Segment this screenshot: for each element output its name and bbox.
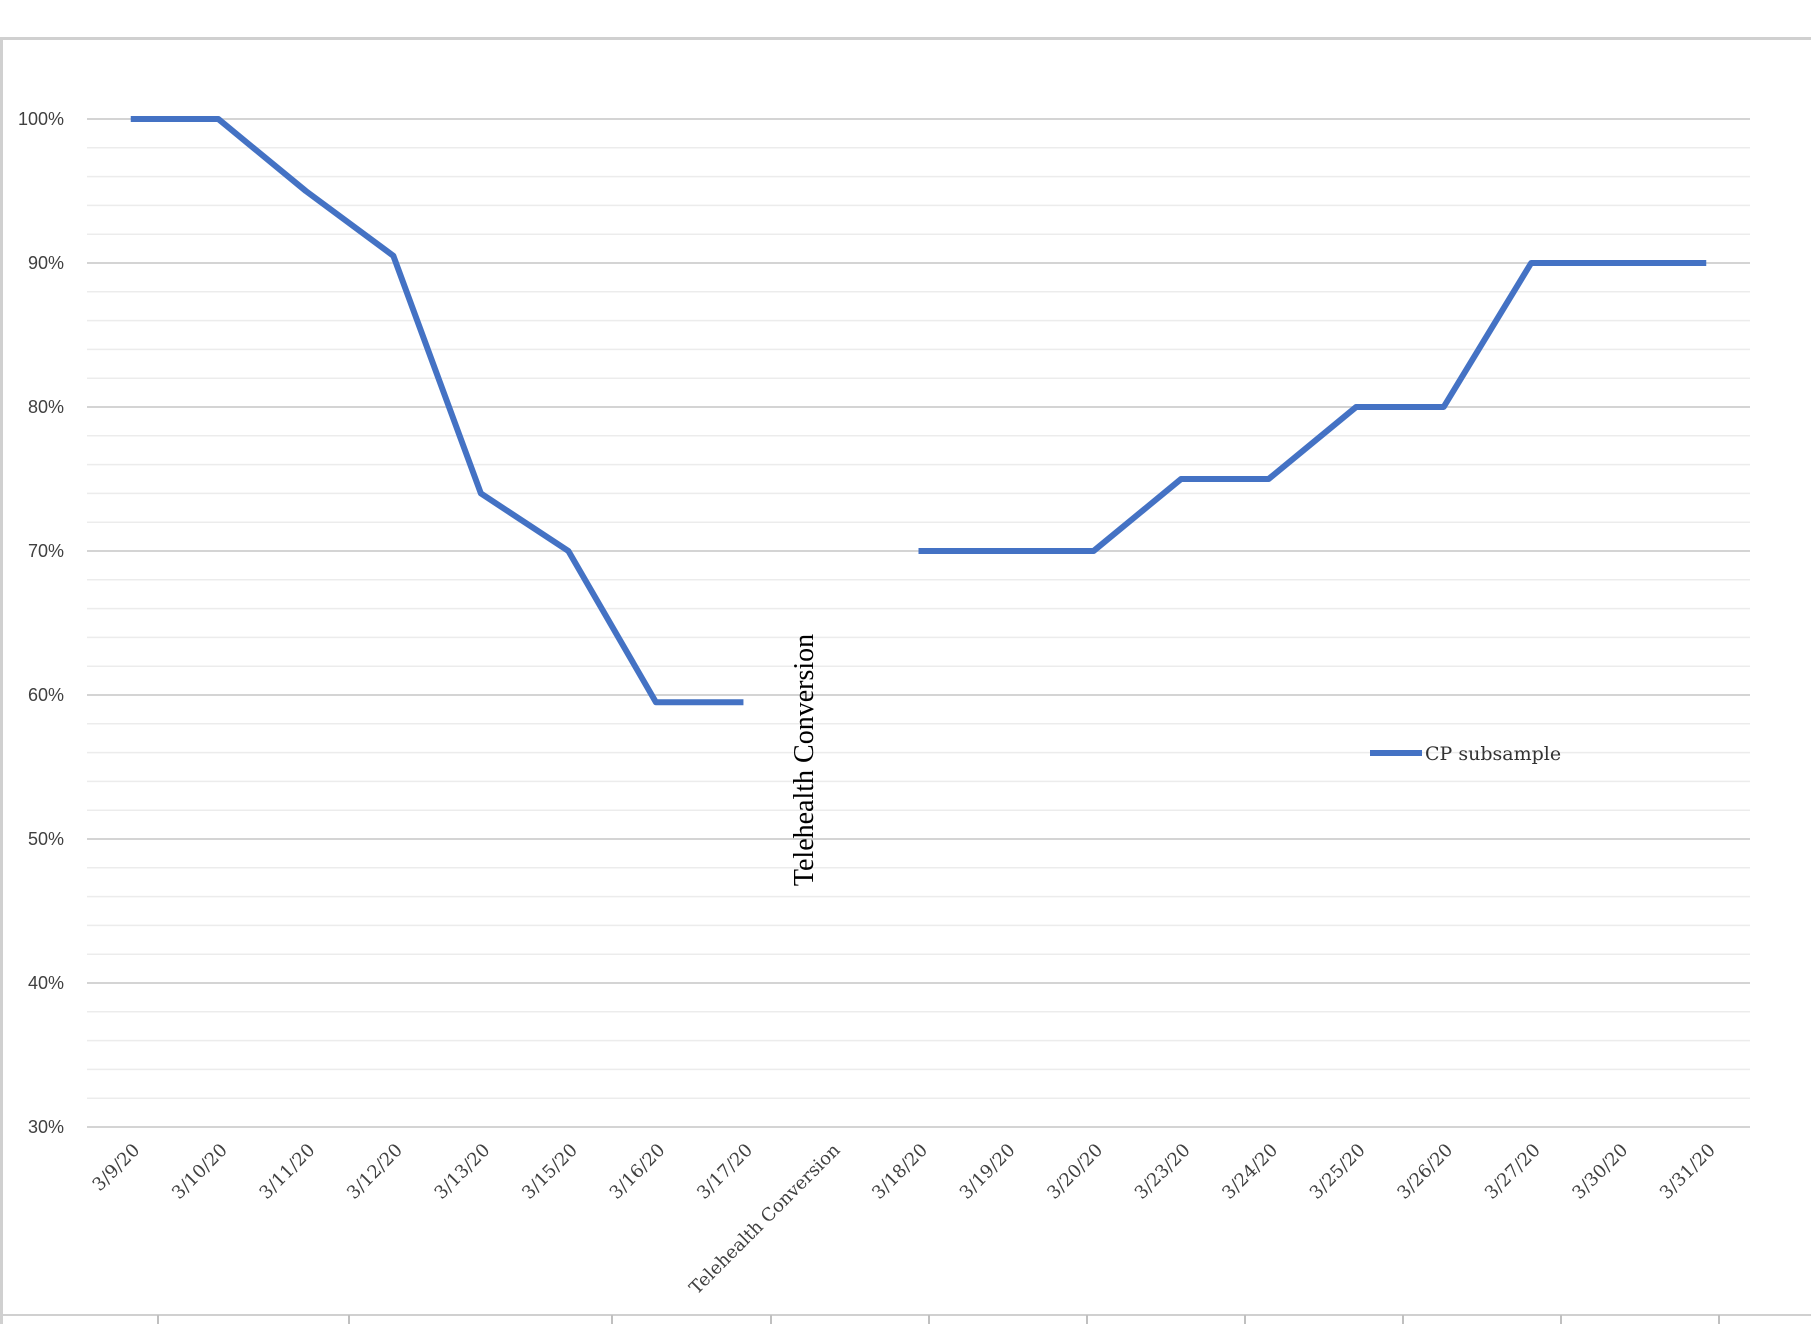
- y-tick-label: 80%: [28, 397, 64, 417]
- annotations-layer: Telehealth Conversion: [789, 634, 820, 886]
- chart-border: [0, 37, 1811, 1324]
- series-line: [918, 260, 1707, 554]
- series-line: [130, 116, 744, 706]
- y-tick-label: 90%: [28, 253, 64, 273]
- series-layer: [130, 116, 1707, 706]
- y-tick-label: 60%: [28, 685, 64, 705]
- legend-label: CP subsample: [1425, 743, 1561, 765]
- y-tick-label: 40%: [28, 973, 64, 993]
- telehealth-conversion-annotation: Telehealth Conversion: [789, 634, 820, 886]
- y-tick-label: 100%: [18, 109, 64, 129]
- bottom-axis: [0, 1314, 1811, 1324]
- y-axis: 30% 40% 50% 60% 70% 80% 90% 100%: [18, 109, 64, 1137]
- gridlines: [87, 118, 1750, 1128]
- y-tick-label: 30%: [28, 1117, 64, 1137]
- y-tick-label: 70%: [28, 541, 64, 561]
- legend: CP subsample: [1370, 743, 1561, 765]
- y-tick-label: 50%: [28, 829, 64, 849]
